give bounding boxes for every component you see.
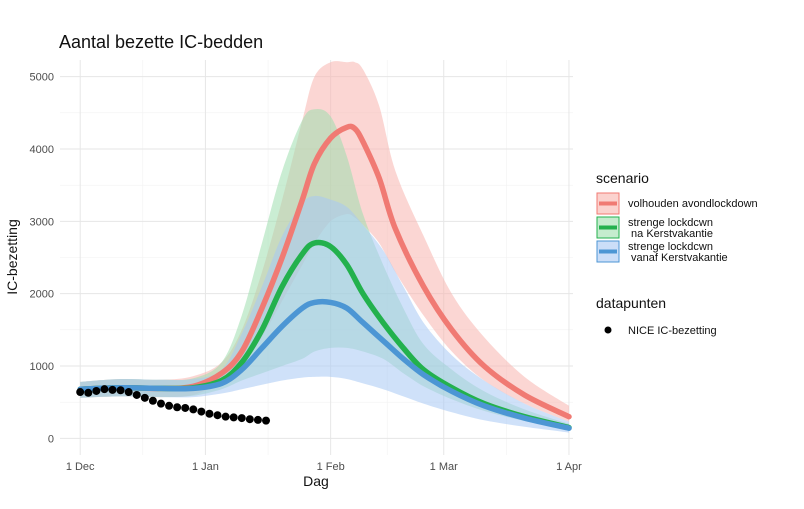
legend-label-0: volhouden avondlockdown [628, 198, 758, 210]
data-points [76, 385, 271, 425]
data-point [253, 415, 262, 424]
legend-label-1: strenge lockdcwn na Kerstvakantie [628, 217, 713, 240]
confidence-bands [80, 61, 569, 433]
data-point [84, 388, 93, 397]
y-axis-title: IC-bezetting [4, 219, 20, 294]
legend-scenario-items: volhouden avondlockdown strenge lockdcwn … [596, 192, 758, 264]
data-point [221, 412, 230, 421]
legend-key-points [604, 326, 612, 334]
data-point [262, 416, 271, 425]
data-point [173, 403, 182, 412]
scenario-lines [77, 123, 572, 431]
legend: scenario volhouden avondlockdown strenge … [596, 170, 758, 337]
data-point [156, 399, 165, 408]
data-point [116, 386, 125, 395]
x-tick-label: 1 Mar [430, 461, 458, 473]
x-tick-label: 1 Feb [317, 461, 345, 473]
x-tick-label: 1 Dec [66, 461, 95, 473]
data-point [181, 403, 190, 412]
y-tick-label: 3000 [30, 216, 54, 228]
y-tick-label: 5000 [30, 72, 54, 84]
data-point [148, 396, 157, 405]
data-point [237, 414, 246, 423]
data-point [229, 413, 238, 422]
data-point [124, 388, 133, 397]
data-point [197, 407, 206, 416]
data-point [140, 393, 149, 402]
chart-title: Aantal bezette IC-bedden [59, 32, 263, 52]
line-series-2 [77, 298, 572, 431]
x-axis-ticks: 1 Dec 1 Jan 1 Feb 1 Mar 1 Apr [66, 461, 582, 473]
y-tick-label: 1000 [30, 361, 54, 373]
data-point [213, 411, 222, 420]
band-series-2 [80, 195, 569, 433]
data-point [92, 386, 101, 395]
x-tick-label: 1 Jan [192, 461, 219, 473]
legend-title-datapunten: datapunten [596, 295, 666, 311]
y-axis-ticks: 0 1000 2000 3000 4000 5000 [30, 72, 54, 446]
legend-title-scenario: scenario [596, 170, 649, 186]
y-tick-label: 0 [48, 433, 54, 445]
line-series-0 [77, 123, 572, 420]
legend-label-points: NICE IC-bezetting [628, 325, 717, 337]
x-tick-label: 1 Apr [556, 461, 582, 473]
y-tick-label: 4000 [30, 144, 54, 156]
data-point [132, 390, 141, 399]
y-tick-label: 2000 [30, 289, 54, 301]
band-series-0 [80, 61, 569, 422]
data-point [189, 405, 198, 414]
data-point [108, 385, 117, 394]
data-point [76, 388, 85, 397]
data-point [165, 401, 174, 410]
data-point [245, 415, 254, 424]
legend-label-2: strenge lockdcwn vanaf Kerstvakantie [628, 241, 728, 264]
data-point [100, 385, 109, 394]
data-point [205, 409, 214, 418]
x-axis-title: Dag [303, 473, 329, 489]
